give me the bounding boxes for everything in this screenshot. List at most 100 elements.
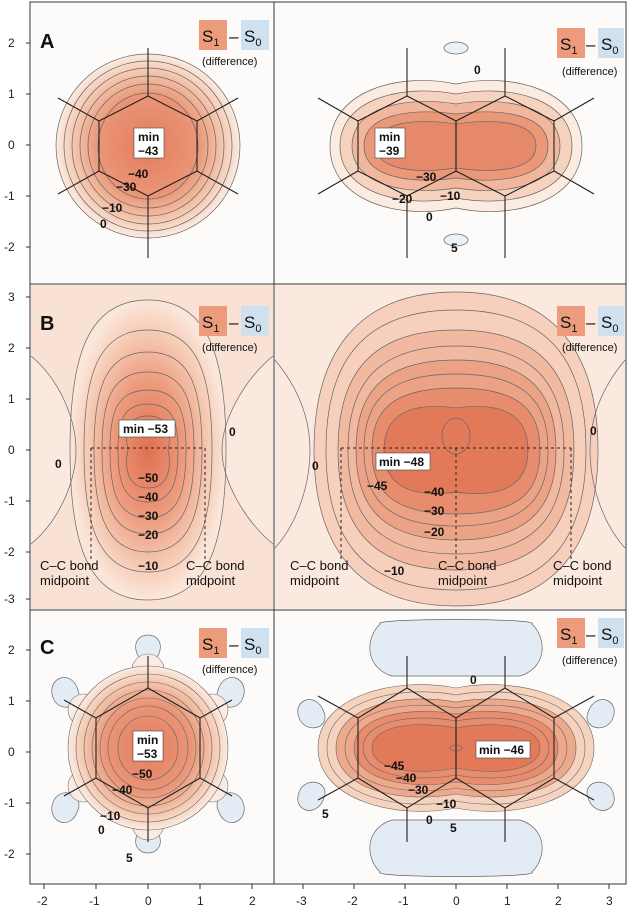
legend-dash: –: [229, 635, 239, 654]
contour-label: −20: [138, 528, 159, 542]
x-tick-label: 2: [249, 894, 256, 908]
legend-s0: S0: [601, 35, 618, 57]
x-tick-label: 2: [555, 894, 562, 908]
x-tick-label: -2: [37, 894, 48, 908]
contour-label: 0: [312, 459, 319, 473]
x-tick-label: -2: [347, 894, 358, 908]
contour-label: −10: [384, 564, 405, 578]
min-label: min −46: [479, 743, 524, 757]
legend-dash: –: [586, 313, 596, 332]
y-tick-label: -3: [4, 592, 15, 606]
contour-label: 0: [55, 457, 62, 471]
y-tick-label: 2: [8, 36, 15, 50]
legend-s1: S1: [202, 313, 219, 335]
y-tick-label: 0: [8, 745, 15, 759]
x-tick-label: 0: [145, 894, 152, 908]
contour-label: 0: [229, 425, 236, 439]
y-axis-row-a: 2 1 0 -1 -2: [4, 36, 15, 254]
y-tick-label: -2: [4, 240, 15, 254]
y-tick-label: -2: [4, 545, 15, 559]
legend-note: (difference): [202, 342, 257, 354]
legend-dash: –: [586, 625, 596, 644]
contour-label: −30: [408, 783, 429, 797]
contour-label: 0: [98, 823, 105, 837]
min-title: min: [137, 733, 158, 747]
contour-label: −45: [367, 479, 388, 493]
min-value: −53: [137, 747, 158, 761]
y-tick-label: -1: [4, 796, 15, 810]
y-tick-label: 1: [8, 392, 15, 406]
contour-label: −10: [102, 201, 123, 215]
legend-s0: S0: [601, 625, 618, 647]
contour-label: −40: [424, 485, 445, 499]
y-axis-row-b: 3 2 1 0 -1 -2 -3: [4, 290, 15, 606]
panel-letter-a: A: [40, 31, 54, 53]
legend-s0: S0: [601, 313, 618, 335]
y-tick-label: 0: [8, 443, 15, 457]
y-tick-label: 1: [8, 694, 15, 708]
contour-label: −40: [112, 783, 133, 797]
x-tick-label: -3: [296, 894, 307, 908]
bond-label: C–C bond midpoint: [438, 558, 500, 588]
contour-label: 0: [100, 217, 107, 231]
panel-frames: [29, 1, 627, 885]
contour-label: −40: [128, 167, 149, 181]
contour-label: −10: [138, 559, 159, 573]
x-axis-left: -2 -1 0 1 2: [37, 894, 256, 908]
contour-label: −30: [424, 504, 445, 518]
y-tick-label: -1: [4, 494, 15, 508]
contour-label: −40: [396, 771, 417, 785]
contour-labels: −40 −30 −10 0 0 −30 −20 −10 0 5 0 0 −50 …: [55, 63, 597, 865]
bond-label: C–C bond midpoint: [186, 558, 248, 588]
contour-label: 5: [322, 807, 329, 821]
contour-label: −10: [440, 189, 461, 203]
panel-letter-c: C: [40, 637, 54, 659]
min-label: min −48: [379, 455, 424, 469]
legend-note: (difference): [562, 342, 617, 354]
legend-s1: S1: [202, 635, 219, 657]
contour-label: −20: [424, 525, 445, 539]
x-tick-label: -1: [398, 894, 409, 908]
bond-label: C–C bond midpoint: [290, 558, 352, 588]
legend-s1: S1: [560, 313, 577, 335]
contour-label: −10: [100, 809, 121, 823]
y-axis-row-c: 2 1 0 -1 -2: [4, 643, 15, 861]
min-title: min: [379, 130, 400, 144]
contour-label: 0: [474, 63, 481, 77]
panel-letter-b: B: [40, 313, 54, 335]
legend: S1 – S0 (difference) S1 – S0 (difference…: [199, 20, 624, 676]
contour-label: −30: [116, 180, 137, 194]
legend-s0: S0: [244, 313, 261, 335]
legend-s1: S1: [560, 625, 577, 647]
bond-midpoint-labels: C–C bond midpoint C–C bond midpoint C–C …: [40, 558, 612, 588]
min-value: −43: [138, 144, 159, 158]
y-tick-label: -1: [4, 189, 15, 203]
bond-label: C–C bond midpoint: [40, 558, 102, 588]
legend-note: (difference): [202, 56, 257, 68]
panel-c-right: [275, 611, 625, 883]
y-tick-marks: [26, 42, 30, 855]
contour-label: −50: [138, 471, 159, 485]
legend-dash: –: [586, 35, 596, 54]
contour-label: −45: [384, 759, 405, 773]
contour-label: −30: [416, 170, 437, 184]
contour-label: 0: [590, 424, 597, 438]
min-title: min: [138, 130, 159, 144]
x-tick-marks: [43, 884, 610, 889]
legend-s0: S0: [244, 635, 261, 657]
contour-label: −20: [392, 192, 413, 206]
y-tick-label: -2: [4, 847, 15, 861]
legend-s1: S1: [560, 35, 577, 57]
legend-note: (difference): [562, 655, 617, 667]
contour-label: 5: [126, 851, 133, 865]
y-tick-label: 0: [8, 138, 15, 152]
contour-label: 0: [470, 673, 477, 687]
contour-label: −50: [132, 767, 153, 781]
contour-label: −10: [436, 797, 457, 811]
legend-dash: –: [229, 27, 239, 46]
y-tick-label: 3: [8, 290, 15, 304]
x-tick-label: 0: [453, 894, 460, 908]
y-tick-label: 1: [8, 87, 15, 101]
contour-label: −40: [138, 490, 159, 504]
